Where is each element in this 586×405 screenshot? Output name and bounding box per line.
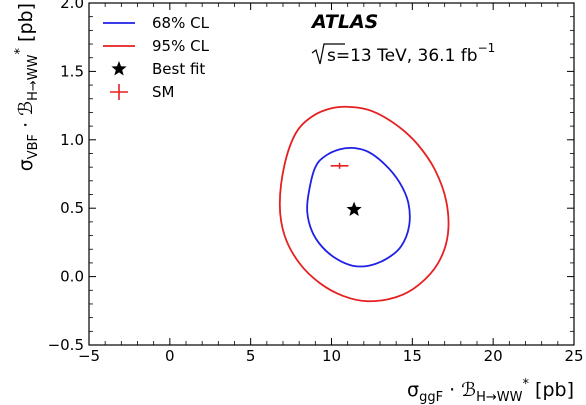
energy-exponent: −1 [478, 41, 496, 55]
contour-95-cl [278, 105, 450, 303]
energy-value: =13 TeV, 36.1 fb [336, 46, 478, 66]
x-axis-label: σggF · ℬH→WW* [pb] [407, 377, 574, 405]
x-tick-label: 20 [484, 347, 503, 365]
x-tick-label: −5 [78, 347, 100, 365]
x-tick-label: 0 [165, 347, 175, 365]
y-tick-label: −0.5 [48, 336, 84, 354]
x-tick-label: 15 [403, 347, 422, 365]
best-fit-marker [346, 201, 362, 216]
y-tick-label: 1.5 [60, 62, 84, 80]
x-tick-label: 25 [564, 347, 583, 365]
contour-68-cl [306, 146, 411, 268]
sqrt-sign [311, 43, 345, 65]
axis-ticks: −5 0 5 10 15 20 25 −0.5 0.0 0.5 1.0 1.5 2.0 [48, 0, 584, 365]
y-tick-label: 2.0 [60, 0, 84, 12]
atlas-label: ATLAS [310, 11, 378, 33]
legend-label-95-cl: 95% CL [152, 37, 210, 55]
legend: 68% CL 95% CL Best fit SM [103, 14, 210, 101]
y-tick-label: 0.5 [60, 199, 84, 217]
y-tick-label: 0.0 [60, 268, 84, 286]
x-tick-label: 5 [246, 347, 256, 365]
energy-prefix: s [327, 46, 336, 66]
legend-label-best-fit: Best fit [152, 60, 205, 78]
legend-star-best-fit [111, 61, 127, 76]
energy-label: s=13 TeV, 36.1 fb−1 [311, 41, 495, 66]
legend-label-sm: SM [152, 83, 174, 101]
marker-layer [330, 162, 362, 216]
legend-label-68-cl: 68% CL [152, 14, 210, 32]
svg-text:s=13 TeV, 36.1 fb−1: s=13 TeV, 36.1 fb−1 [327, 41, 495, 66]
y-axis-label: σVBF · ℬH→WW* [pb] [13, 3, 41, 171]
y-tick-label: 1.0 [60, 131, 84, 149]
contour-layer [278, 105, 450, 303]
x-tick-label: 10 [322, 347, 341, 365]
